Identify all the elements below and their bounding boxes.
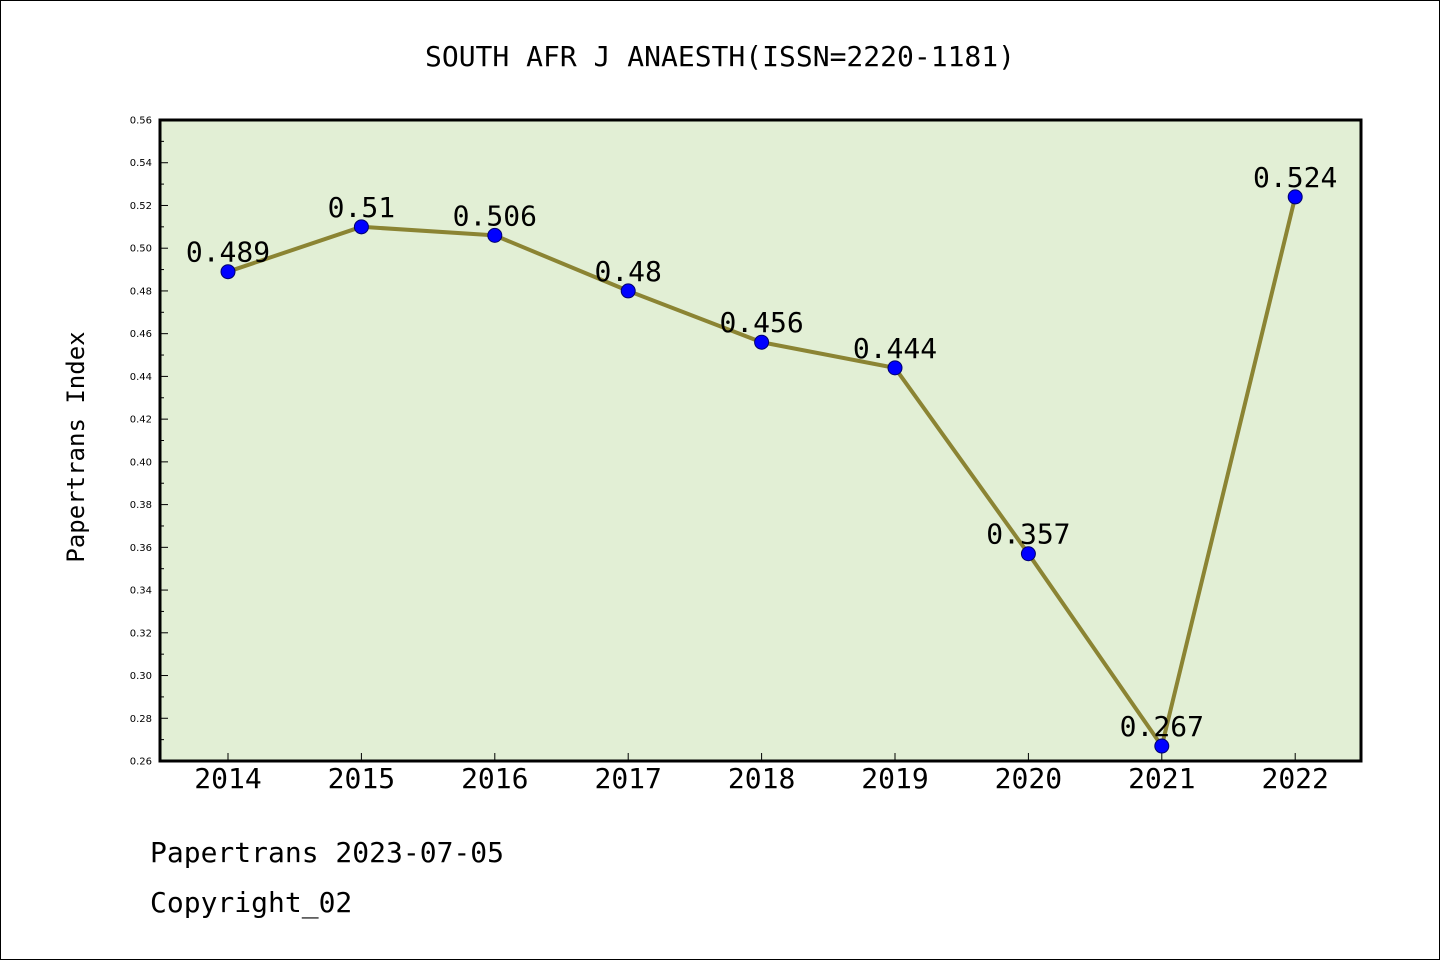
data-point (487, 227, 503, 243)
x-tick-label: 2016 (461, 762, 528, 795)
data-point (620, 283, 636, 299)
data-label: 0.267 (1120, 710, 1204, 743)
y-tick-label: 0.44 (130, 372, 152, 383)
data-point (1287, 189, 1303, 205)
x-tick-label: 2014 (194, 762, 261, 795)
data-point (754, 334, 770, 350)
data-point (1154, 738, 1170, 754)
plot-border (158, 118, 1363, 763)
data-point (887, 360, 903, 376)
y-tick-label: 0.48 (130, 286, 152, 297)
footer-copyright-text: Copyright_02 (150, 886, 353, 919)
y-tick-label: 0.50 (130, 244, 152, 255)
data-label: 0.524 (1253, 161, 1337, 194)
y-tick-label: 0.28 (130, 714, 152, 725)
x-tick-label: 2021 (1128, 762, 1195, 795)
y-tick-label: 0.32 (130, 628, 152, 639)
y-tick-label: 0.30 (130, 671, 152, 682)
y-tick-label: 0.52 (130, 201, 152, 212)
data-label: 0.489 (186, 236, 270, 269)
chart-title: SOUTH AFR J ANAESTH(ISSN=2220-1181) (425, 40, 1015, 73)
x-tick-label: 2020 (995, 762, 1062, 795)
y-axis-label: Papertrans Index (62, 331, 90, 562)
y-tick-label: 0.26 (130, 757, 152, 768)
data-label: 0.51 (328, 191, 395, 224)
y-tick-label: 0.34 (130, 586, 152, 597)
data-point (353, 219, 369, 235)
data-point (1020, 546, 1036, 562)
y-tick-label: 0.56 (130, 116, 152, 127)
y-tick-label: 0.40 (130, 457, 152, 468)
y-tick-label: 0.42 (130, 415, 152, 426)
data-label: 0.48 (594, 255, 661, 288)
x-tick-label: 2017 (594, 762, 661, 795)
y-tick-label: 0.46 (130, 329, 152, 340)
footer-date-text: Papertrans 2023-07-05 (150, 836, 505, 869)
x-tick-label: 2018 (728, 762, 795, 795)
y-tick-label: 0.38 (130, 500, 152, 511)
data-label: 0.357 (986, 518, 1070, 551)
data-label: 0.456 (719, 306, 803, 339)
y-tick-label: 0.36 (130, 543, 152, 554)
x-tick-label: 2022 (1261, 762, 1328, 795)
x-tick-label: 2015 (328, 762, 395, 795)
data-label: 0.506 (453, 199, 537, 232)
x-tick-label: 2019 (861, 762, 928, 795)
y-tick-label: 0.54 (130, 158, 152, 169)
data-point (220, 264, 236, 280)
data-label: 0.444 (853, 332, 937, 365)
